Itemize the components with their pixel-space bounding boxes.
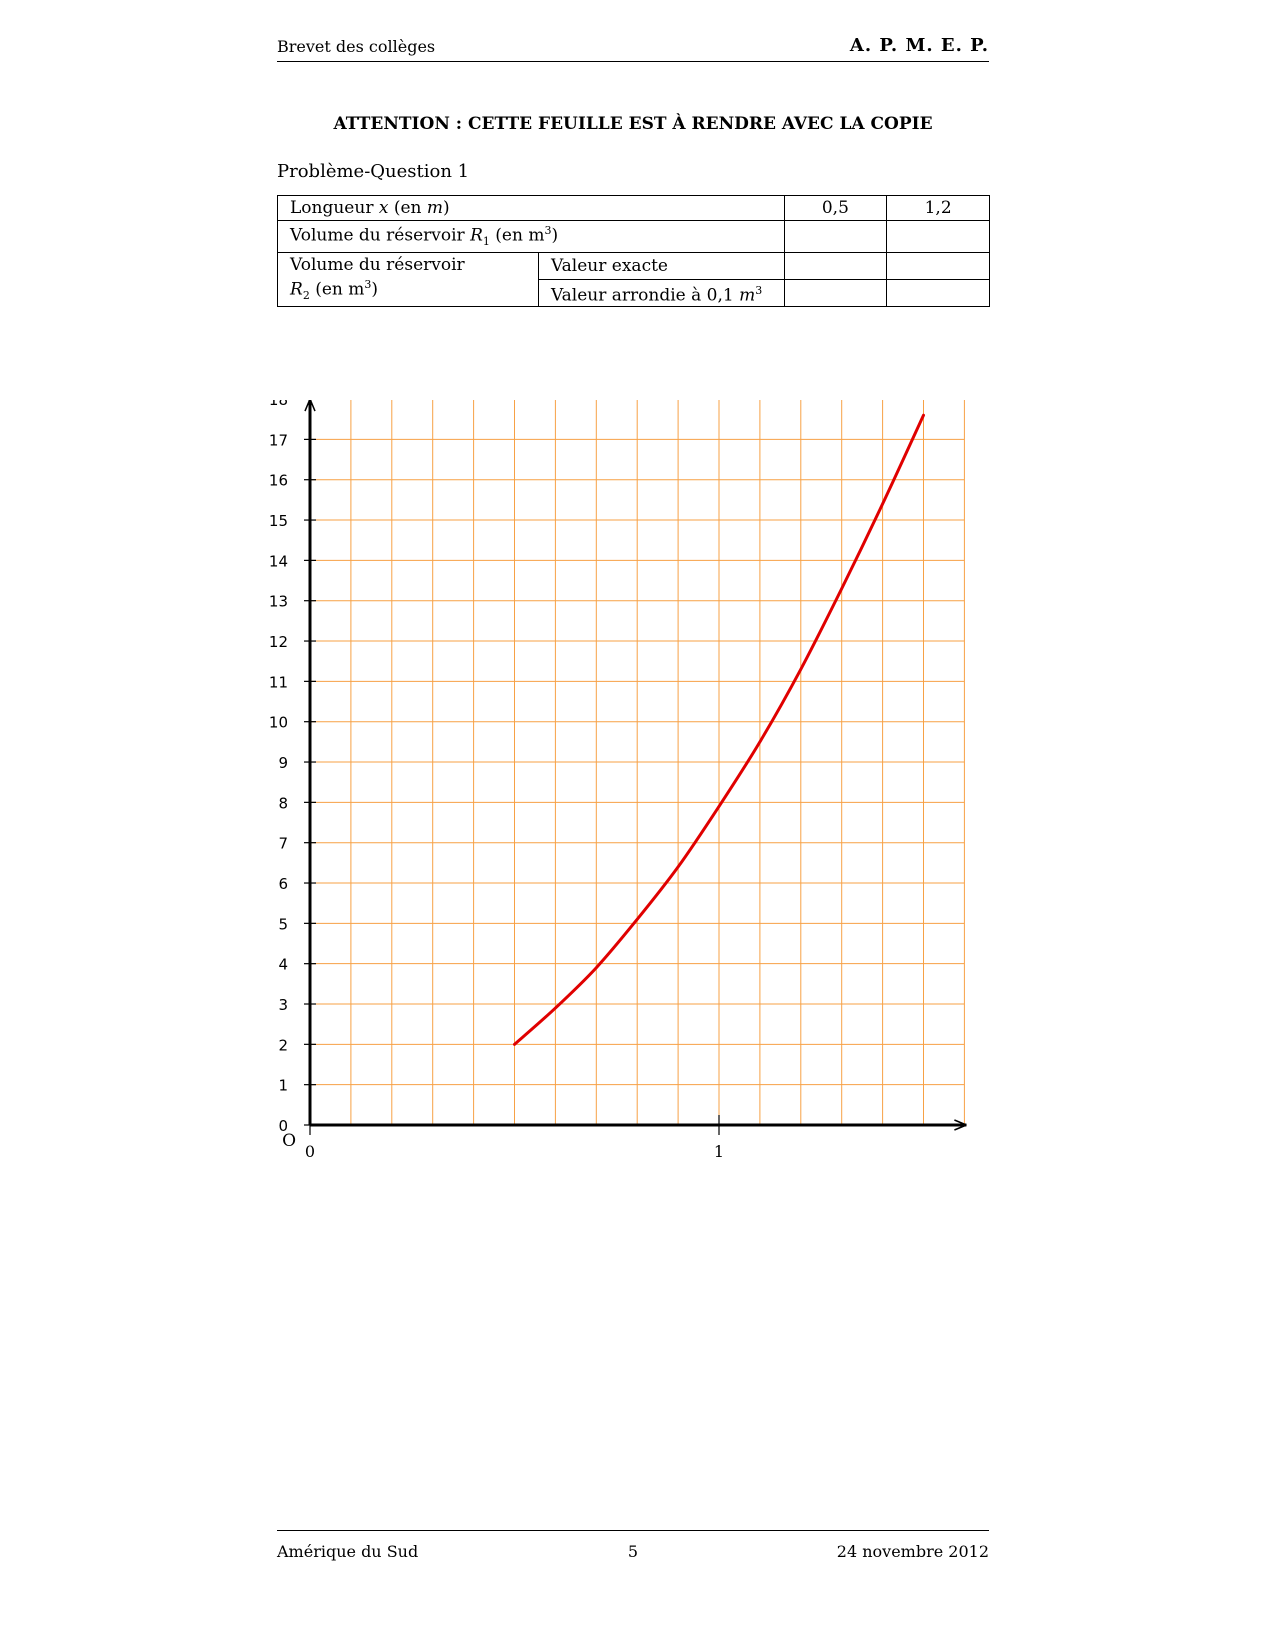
r2-rounded-label: Valeur arrondie à 0,1 m3 <box>537 278 785 308</box>
x-tick-label: 0 <box>305 1142 315 1161</box>
y-tick-label: 18 <box>269 400 288 409</box>
y-tick-label: 5 <box>278 915 288 933</box>
y-tick-label: 10 <box>269 714 288 732</box>
origin-label: O <box>282 1131 296 1151</box>
y-tick-label: 9 <box>278 754 288 772</box>
r2-rounded-cell-1[interactable] <box>783 278 888 308</box>
y-tick-label: 16 <box>269 472 288 490</box>
x-tick-label: 1 <box>714 1142 724 1161</box>
y-tick-label: 6 <box>278 875 288 893</box>
r2-exact-label: Valeur exacte <box>537 252 785 280</box>
y-tick-label: 3 <box>278 996 288 1014</box>
table-row-r2-exact: Volume du réservoir R2 (en m3) Valeur ex… <box>277 252 990 308</box>
y-tick-label: 2 <box>278 1036 288 1054</box>
length-value-1: 0,5 <box>783 195 888 221</box>
y-axis-arrow <box>304 400 316 412</box>
question-label: Problème-Question 1 <box>277 161 470 182</box>
grid <box>309 400 965 1126</box>
x-axis-arrow <box>954 1119 967 1131</box>
attention-notice: ATTENTION : CETTE FEUILLE EST À RENDRE A… <box>333 114 933 134</box>
footer-left: Amérique du Sud <box>277 1542 419 1561</box>
r2-rounded-cell-2[interactable] <box>886 278 990 308</box>
y-tick-label: 15 <box>269 512 288 530</box>
y-tick-label: 14 <box>269 552 288 570</box>
r1-cell-2[interactable] <box>886 219 990 254</box>
table-row-r2-rounded: Valeur arrondie à 0,1 m3 <box>278 278 990 308</box>
length-value-2: 1,2 <box>886 195 990 221</box>
answer-table: Longueur x (en m) 0,5 1,2 Volume du rése… <box>277 195 990 308</box>
y-tick-label: 17 <box>269 431 288 449</box>
y-tick-label: 8 <box>278 794 288 812</box>
footer-right: 24 novembre 2012 <box>836 1542 989 1561</box>
y-tick-label: 12 <box>269 633 288 651</box>
r1-cell-1[interactable] <box>783 219 888 254</box>
r2-header: Volume du réservoir R2 (en m3) <box>277 252 539 308</box>
table-row-r1: Volume du réservoir R1 (en m3) <box>277 219 990 254</box>
r2-exact-cell-1[interactable] <box>783 252 888 280</box>
r2-exact-cell-2[interactable] <box>886 252 990 280</box>
header-right: A. P. M. E. P. <box>849 35 989 56</box>
y-tick-label: 13 <box>269 593 288 611</box>
table-row-length: Longueur x (en m) 0,5 1,2 <box>277 195 990 221</box>
footer-page-number: 5 <box>627 1542 639 1561</box>
y-tick-label: 1 <box>278 1077 288 1095</box>
r1-header: Volume du réservoir R1 (en m3) <box>277 219 785 254</box>
page-footer: Amérique du Sud 5 24 novembre 2012 <box>277 1530 989 1561</box>
y-tick-label: 11 <box>269 673 288 691</box>
header-left: Brevet des collèges <box>277 37 436 56</box>
page-header: Brevet des collèges A. P. M. E. P. <box>277 34 989 62</box>
volume-curve <box>513 413 925 1046</box>
length-header: Longueur x (en m) <box>277 195 785 221</box>
y-tick-label: 4 <box>278 956 288 974</box>
y-tick-label: 0 <box>278 1117 288 1135</box>
y-tick-label: 7 <box>278 835 288 853</box>
